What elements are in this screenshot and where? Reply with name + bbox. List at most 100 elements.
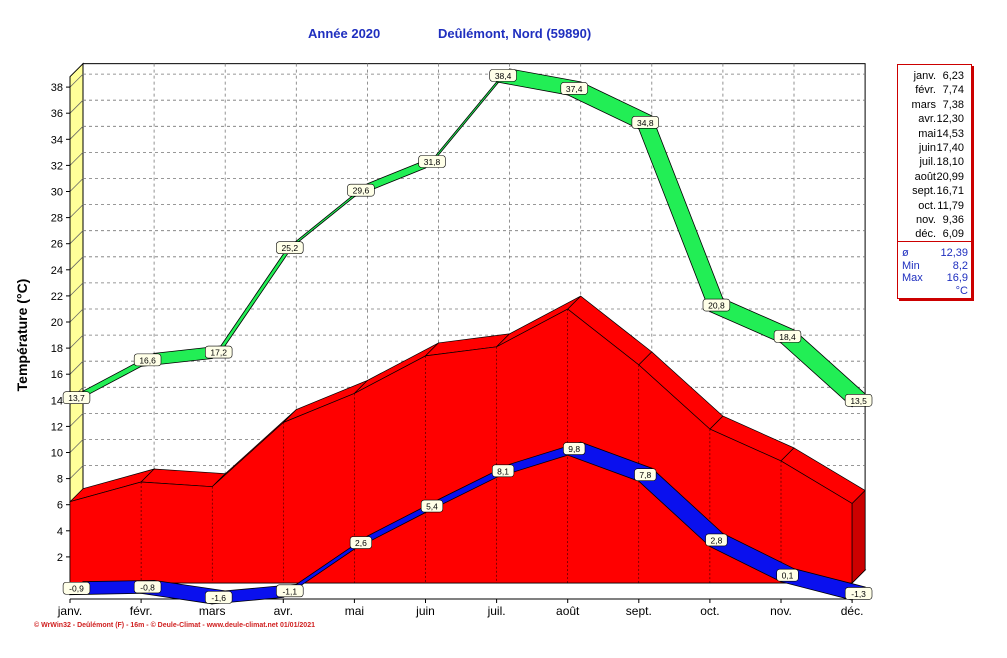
legend-month: août [914,170,936,183]
y-tick-label: 12 [51,421,63,433]
legend-row: avr. 12,30 [898,112,968,126]
legend-row: juin 17,40 [898,141,968,155]
tmin-label-box [634,468,657,482]
legend-month: déc. [915,228,936,241]
series-tmoy [68,295,866,584]
tmax-label-box [773,330,802,343]
tmin-data-label: 9,8 [568,444,580,454]
legend-row: déc. 6,09 [898,227,968,241]
gridline-wall [69,360,84,375]
gridline-wall [69,256,84,271]
y-tick-label: 10 [51,448,63,460]
tmoy-side-face [851,489,866,584]
tmax-data-label: 13,5 [850,396,867,406]
legend-value: 11,79 [937,199,964,212]
tmin-label-box [563,442,586,455]
x-tick-label: mars [199,604,226,618]
gridline-wall [69,204,84,218]
y-tick-label: 8 [57,474,63,486]
legend-stat-row: °C [902,285,968,298]
gridline-wall [69,308,84,323]
tmin-label-box [776,568,799,582]
tmax-label-box [276,241,304,254]
x-tick-label: janv. [57,604,82,618]
tmax-data-label: 13,7 [68,393,85,403]
y-tick-label: 4 [57,526,63,538]
legend-row: sept. 16,71 [898,184,968,198]
tmax-data-label: 29,6 [353,186,370,196]
y-tick-label: 2 [57,552,63,564]
legend-stat-value: 8,2 [952,259,968,272]
legend-month: févr. [915,84,936,97]
tmin-data-label: 7,8 [639,470,651,480]
tmax-data-label: 18,4 [779,332,796,342]
y-tick-label: 16 [51,369,63,381]
chart-title-year: Année 2020 [308,26,381,41]
chart-title-location: Deûlémont, Nord (59890) [438,26,592,41]
x-tick-label: nov. [770,604,792,618]
x-tick-label: sept. [626,604,652,618]
tmin-data-label: 8,1 [497,466,509,476]
x-tick-label: oct. [700,604,719,618]
tmin-data-label: -1,3 [851,589,866,599]
legend-value: 18,10 [936,156,964,169]
gridline-wall [69,230,84,244]
gridline-wall [69,152,84,166]
legend-month: mai [918,127,936,140]
y-tick-label: 26 [51,239,63,251]
tmin-data-label: -0,8 [140,582,155,592]
legend-stat-value: 12,39 [940,247,968,259]
tmin-label-box [844,587,873,600]
tmin-data-label: 2,8 [710,535,722,545]
gridline-wall [69,334,84,349]
y-tick-label: 34 [51,134,63,146]
gridline-wall [69,439,84,453]
monthly-mean-legend: janv. 6,23 févr. 7,74 mars 7,38 avr. 12,30 mai 14… [897,64,972,299]
tmax-data-label: 34,8 [637,118,654,128]
gridline-wall [69,413,84,427]
tmin-data-label: 0,1 [782,571,794,581]
tmax-data-label: 16,6 [139,355,156,365]
y-tick-label: 32 [51,160,63,172]
legend-value: 7,38 [942,98,964,111]
legend-row: mars 7,38 [898,98,968,112]
tmin-data-label: -0,9 [69,584,84,594]
legend-month: janv. [913,70,936,82]
series-tmax: 13,7 16,6 17,2 25,2 29,6 31,8 38,4 37,4 34,8 20,8… [62,68,873,408]
legend-row: mai 14,53 [898,127,968,141]
legend-stat-label: ø [902,247,909,259]
tmin-label-box [705,533,728,547]
y-tick-label: 18 [51,343,63,355]
legend-stat-value: °C [955,284,968,297]
footer-credits: © WrWin32 - Deûlémont (F) - 16m - © Deul… [34,622,315,629]
legend-month: juil. [919,156,936,169]
tmax-label-box [560,82,588,95]
legend-row: janv. 6,23 [898,69,968,83]
x-tick-label: août [556,604,580,618]
tmax-data-label: 31,8 [424,157,441,167]
x-tick-label: juin [415,604,435,618]
tmin-label-box [205,591,233,604]
legend-month: nov. [916,214,936,226]
legend-value: 20,99 [936,170,964,183]
tmin-data-label: -1,6 [211,593,226,603]
x-axis: janv. févr. mars avr. mai juin juil. août sept. o… [57,598,864,618]
x-tick-label: févr. [130,604,153,618]
legend-row: août 20,99 [898,170,968,184]
tmax-label-box [844,394,873,407]
legend-stat-row: Min 8,2 [902,260,968,273]
legend-value: 12,30 [936,113,964,126]
legend-stat-row: ø 12,39 [902,247,968,260]
tmax-label-box [418,155,446,168]
legend-month: sept. [912,185,936,198]
legend-value: 6,09 [942,228,964,241]
gridline-wall [69,465,84,479]
x-tick-label: déc. [841,604,864,618]
legend-stat-value: 16,9 [946,272,968,284]
tmin-data-label: 2,6 [355,538,367,548]
tmin-label-box [133,580,162,594]
legend-separator [898,241,971,242]
y-tick-label: 14 [51,395,63,407]
y-tick-label: 22 [51,291,63,303]
